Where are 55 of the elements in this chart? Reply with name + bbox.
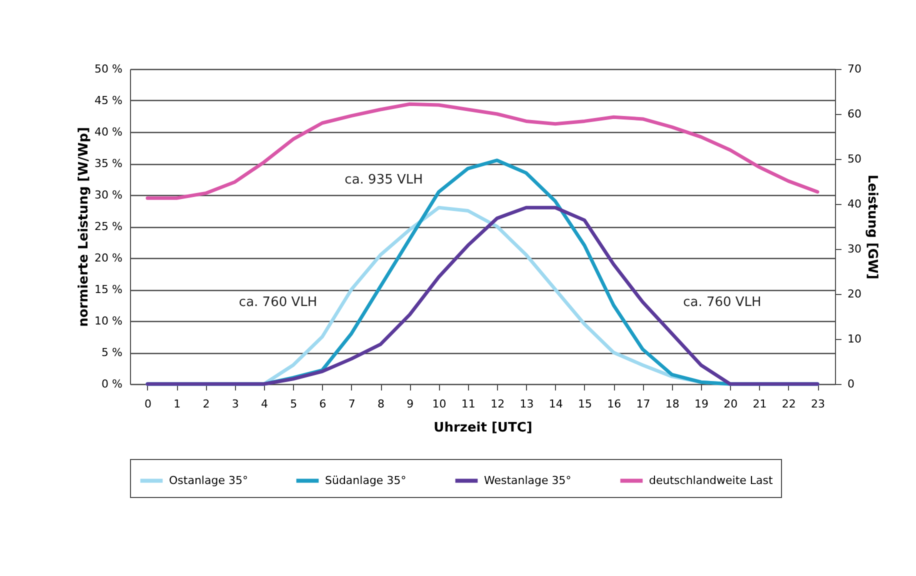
y2-tick-label: 30 [848, 242, 862, 256]
x-tick-label: 1 [174, 398, 181, 410]
legend-label: Südanlage 35° [325, 474, 406, 487]
y-tick-label: 35 % [94, 157, 122, 170]
x-tick-label: 7 [348, 398, 356, 410]
y-axis-title: normierte Leistung [W/Wp] [76, 127, 92, 327]
x-tick-label: 4 [261, 398, 268, 410]
x-tick-label: 9 [406, 398, 414, 410]
x-tick-label: 5 [290, 398, 298, 410]
x-tick-label: 23 [811, 398, 826, 410]
y2-tick-label: 0 [848, 378, 854, 390]
x-axis-title: Uhrzeit [UTC] [434, 420, 532, 436]
y2-tick-label: 50 [848, 152, 862, 166]
y-tick-label: 10 % [94, 314, 122, 328]
y-tick-label: 0 % [102, 378, 122, 390]
x-tick-label: 10 [432, 398, 446, 410]
x-tick-label: 2 [202, 398, 210, 410]
annotation: ca. 760 VLH [683, 295, 762, 310]
legend-label: deutschlandweite Last [649, 474, 774, 487]
y2-axis-title: Leistung [GW] [864, 174, 880, 280]
x-tick-label: 6 [319, 398, 326, 410]
x-tick-label: 13 [520, 398, 534, 410]
y-tick-label: 15 % [94, 283, 122, 296]
y-tick-label: 40 % [94, 126, 122, 138]
y-tick-label: 25 % [94, 220, 122, 233]
x-tick-label: 19 [694, 398, 708, 410]
line-series [146, 102, 820, 200]
y-tick-label: 5 % [102, 346, 122, 359]
x-tick-label: 21 [752, 398, 767, 410]
y2-tick-label: 20 [848, 288, 862, 300]
y-tick-label: 20 % [94, 252, 122, 264]
y2-tick-label: 70 [848, 62, 862, 76]
y2-tick-label: 60 [848, 108, 862, 120]
x-tick-label: 3 [232, 398, 239, 410]
x-tick-label: 12 [490, 398, 505, 410]
x-tick-label: 15 [578, 398, 592, 410]
x-tick-label: 14 [548, 398, 563, 410]
legend-label: Ostanlage 35° [169, 474, 248, 487]
line-series [146, 206, 820, 386]
x-tick-label: 0 [144, 398, 152, 410]
annotation: ca. 935 VLH [344, 172, 423, 188]
y2-tick-label: 40 [848, 198, 862, 210]
x-tick-label: 18 [665, 398, 680, 410]
x-tick-label: 22 [782, 398, 796, 410]
x-tick-label: 11 [461, 398, 476, 410]
y-tick-label: 45 % [94, 94, 122, 107]
x-tick-label: 16 [607, 398, 622, 410]
x-tick-label: 17 [636, 398, 650, 410]
x-tick-label: 8 [378, 398, 385, 410]
legend-label: Westanlage 35° [484, 474, 572, 487]
y-tick-label: 30 % [94, 188, 122, 202]
y2-tick-label: 10 [848, 332, 862, 346]
x-tick-label: 20 [724, 398, 738, 410]
annotation: ca. 760 VLH [238, 295, 318, 310]
y-tick-label: 50 % [94, 62, 122, 76]
